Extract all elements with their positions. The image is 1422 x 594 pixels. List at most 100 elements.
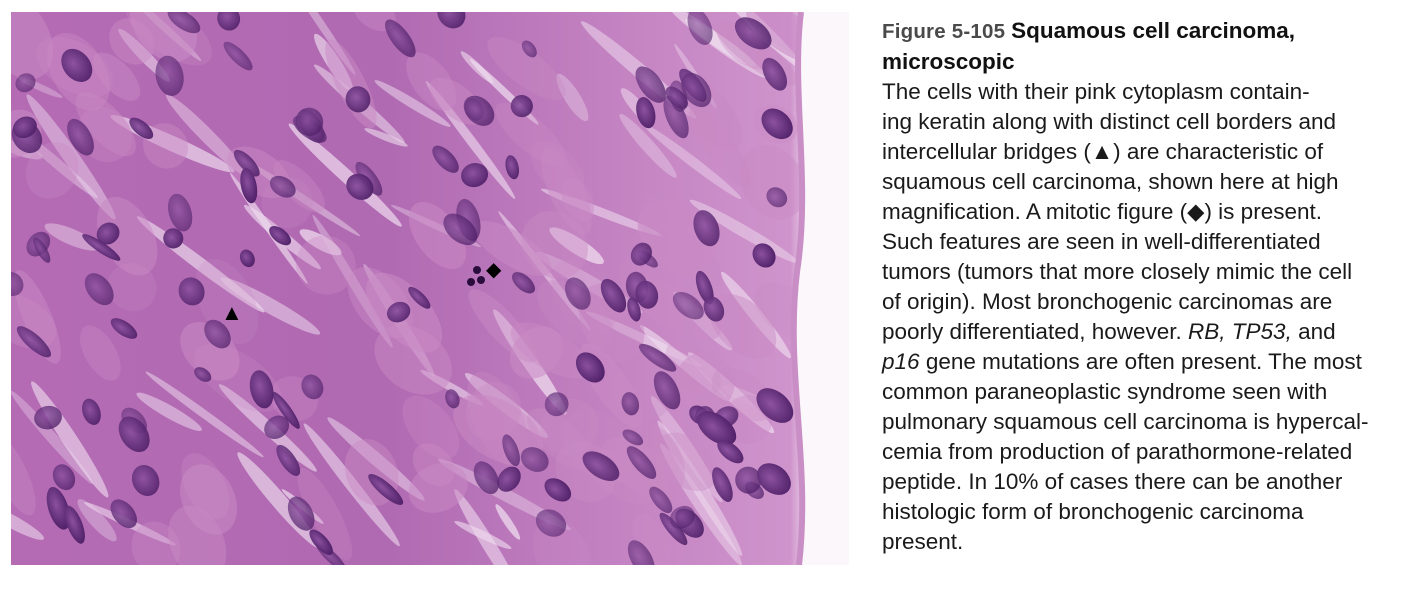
cell-cytoplasm bbox=[527, 408, 593, 470]
cell-nucleus bbox=[717, 440, 744, 464]
cell-nucleus bbox=[659, 512, 688, 546]
cell-nucleus bbox=[693, 210, 720, 247]
cell-nucleus bbox=[497, 466, 521, 492]
cell-nucleus bbox=[663, 95, 689, 139]
cell-nucleus bbox=[240, 167, 258, 204]
cell-nucleus bbox=[167, 12, 201, 34]
intercellular-gap bbox=[549, 227, 604, 265]
intercellular-gap bbox=[288, 123, 402, 227]
figure-body: The cells with their pink cytoplasm cont… bbox=[882, 77, 1412, 557]
cell-cytoplasm bbox=[352, 12, 396, 32]
histology-micrograph: ▲ ◆ bbox=[11, 12, 849, 565]
cell-nucleus bbox=[276, 444, 301, 476]
body-line: squamous cell carcinoma, shown here at h… bbox=[882, 169, 1339, 194]
figure-number: Figure 5-105 bbox=[882, 20, 1006, 43]
cell-nucleus bbox=[473, 461, 499, 495]
cell-nucleus bbox=[118, 416, 150, 453]
intercellular-gap bbox=[312, 214, 393, 348]
cell-nucleus bbox=[535, 509, 567, 537]
cell-nucleus bbox=[687, 12, 713, 45]
cell-nucleus bbox=[695, 270, 714, 305]
cell-cytoplasm bbox=[657, 225, 723, 288]
cell-nucleus bbox=[15, 73, 36, 93]
tissue-image bbox=[11, 12, 849, 565]
cell-nucleus bbox=[627, 297, 641, 322]
cell-nucleus bbox=[269, 175, 296, 198]
cell-cytoplasm bbox=[563, 408, 635, 484]
cell-nucleus bbox=[712, 467, 733, 502]
cell-nucleus bbox=[385, 19, 416, 58]
cell-nucleus bbox=[346, 173, 374, 200]
figure-title: Figure 5-105 Squamous cell carcinoma, mic… bbox=[882, 16, 1412, 77]
cell-nucleus bbox=[766, 187, 788, 208]
cell-cytoplasm bbox=[13, 270, 61, 364]
cell-nucleus bbox=[649, 486, 673, 514]
cell-nucleus bbox=[653, 371, 681, 410]
cell-nucleus bbox=[757, 463, 791, 495]
cell-nucleus bbox=[635, 280, 659, 309]
cell-nucleus bbox=[735, 466, 762, 494]
cell-cytoplasm bbox=[640, 185, 693, 230]
cell-cytoplasm bbox=[688, 106, 751, 188]
cell-nucleus bbox=[756, 388, 794, 423]
cell-nucleus bbox=[511, 272, 536, 294]
intercellular-gap bbox=[364, 128, 408, 147]
cell-cytoplasm bbox=[25, 142, 79, 199]
cell-cytoplasm bbox=[75, 92, 136, 157]
cell-cytoplasm bbox=[532, 517, 592, 565]
cell-nucleus bbox=[669, 505, 695, 529]
intercellular-gap bbox=[327, 417, 425, 501]
cell-cytoplasm bbox=[665, 340, 722, 397]
cell-cytoplasm bbox=[93, 52, 141, 101]
intercellular-gap bbox=[460, 51, 494, 84]
intercellular-gap bbox=[374, 80, 451, 127]
cell-nucleus bbox=[67, 118, 94, 156]
cell-cytoplasm bbox=[79, 325, 121, 381]
intercellular-gap bbox=[11, 502, 45, 540]
cell-cytoplasm bbox=[374, 324, 452, 395]
cell-nucleus bbox=[12, 116, 37, 139]
cell-nucleus bbox=[665, 86, 688, 109]
cell-nucleus bbox=[626, 446, 657, 479]
intercellular-gap bbox=[643, 124, 742, 199]
body-line: histologic form of bronchogenic carcinom… bbox=[882, 499, 1304, 524]
cell-nucleus bbox=[521, 40, 537, 58]
cell-cytoplasm bbox=[716, 19, 773, 70]
gene-names-rb-tp53: RB, TP53, bbox=[1188, 319, 1292, 344]
cell-cytoplasm bbox=[561, 178, 595, 222]
cell-nucleus bbox=[155, 55, 184, 96]
cell-cytoplasm bbox=[11, 12, 54, 80]
cell-cytoplasm bbox=[638, 194, 685, 258]
and-word: and bbox=[1291, 319, 1336, 344]
cell-nucleus bbox=[544, 478, 572, 502]
cell-cytoplasm bbox=[142, 123, 189, 169]
cell-nucleus bbox=[544, 392, 569, 417]
cell-nucleus bbox=[622, 429, 644, 446]
intercellular-gap bbox=[425, 80, 516, 200]
cell-cytoplasm bbox=[487, 36, 566, 100]
intercellular-gap bbox=[44, 223, 99, 251]
cell-nucleus bbox=[432, 145, 459, 173]
body-line: magnification. A mitotic figure (◆) is p… bbox=[882, 199, 1322, 224]
intercellular-gap bbox=[220, 277, 321, 335]
mitotic-chromatin bbox=[473, 266, 481, 274]
body-line: gene mutations are often present. The mo… bbox=[925, 349, 1362, 374]
intercellular-gap bbox=[657, 420, 743, 557]
cell-nucleus bbox=[437, 12, 466, 29]
cell-cytoplasm bbox=[129, 12, 198, 62]
cell-nucleus bbox=[564, 277, 591, 310]
cell-nucleus bbox=[703, 296, 725, 322]
cell-nucleus bbox=[64, 505, 85, 544]
cell-cytoplasm bbox=[11, 432, 36, 516]
cell-nucleus bbox=[52, 464, 76, 491]
cell-nucleus bbox=[627, 540, 655, 565]
cell-nucleus bbox=[34, 405, 62, 430]
cell-nucleus bbox=[96, 222, 120, 245]
body-line: cemia from production of parathormone-re… bbox=[882, 439, 1353, 464]
cell-nucleus bbox=[82, 398, 101, 425]
cell-nucleus bbox=[635, 66, 666, 103]
cell-nucleus bbox=[295, 107, 324, 136]
cell-nucleus bbox=[621, 392, 640, 416]
intercellular-gap bbox=[303, 423, 400, 547]
cell-cytoplasm bbox=[297, 468, 353, 561]
